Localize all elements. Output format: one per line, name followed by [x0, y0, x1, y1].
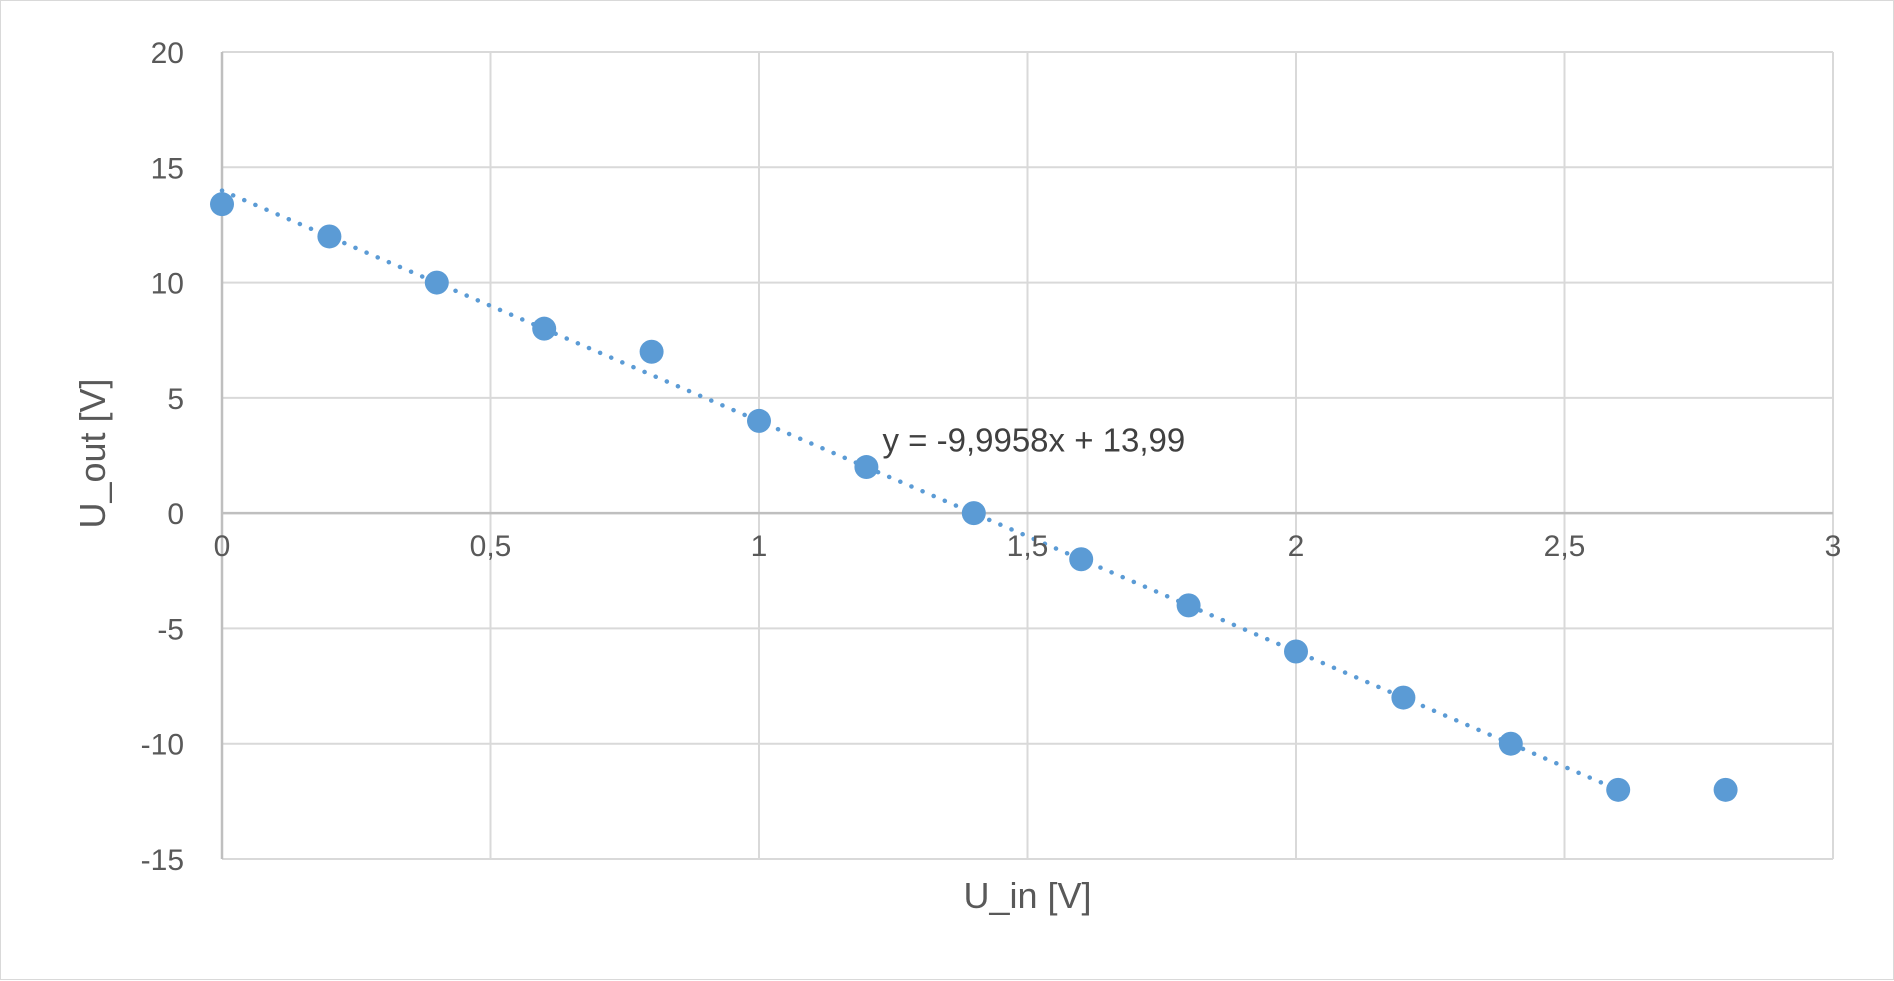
data-point: [1713, 777, 1738, 802]
x-tick-label: 0,5: [470, 530, 512, 563]
data-point: [317, 224, 342, 249]
data-point: [1498, 731, 1523, 756]
y-axis-title: U_out [V]: [72, 378, 113, 528]
data-point: [424, 270, 449, 295]
data-point: [1176, 593, 1201, 618]
x-tick-label: 1: [751, 530, 768, 563]
data-point: [1284, 639, 1308, 664]
axes: [220, 52, 1833, 859]
data-point: [532, 316, 557, 341]
data-points: [210, 192, 1738, 802]
x-tick-label: 2,5: [1544, 530, 1586, 563]
x-axis-title: U_in [V]: [963, 875, 1091, 916]
y-tick-label: 0: [167, 498, 184, 531]
y-tick-label: 5: [167, 383, 184, 416]
trendline-group: [219, 188, 1621, 793]
y-tick-label: -15: [141, 844, 184, 877]
data-point: [639, 339, 664, 364]
data-point: [210, 192, 234, 217]
data-point: [1391, 685, 1416, 710]
x-tick-label: 3: [1825, 530, 1842, 563]
tick-labels: 0 0,5 1 1,5 2 2,5 3 20 15 10 5 0 -5 -10 -15: [141, 37, 1842, 877]
y-tick-label: -10: [141, 729, 184, 762]
trendline: [219, 188, 1621, 793]
x-tick-label: 2: [1288, 530, 1305, 563]
data-point: [1606, 777, 1631, 802]
data-point: [961, 501, 986, 526]
x-tick-label: 1,5: [1007, 530, 1049, 563]
y-tick-label: 15: [151, 152, 184, 185]
data-point: [1069, 547, 1094, 572]
data-point: [747, 408, 771, 433]
trendline-equation: y = -9,9958x + 13,99: [883, 421, 1186, 458]
y-tick-label: 20: [151, 37, 184, 70]
x-tick-label: 0: [214, 530, 231, 563]
y-tick-label: 10: [151, 268, 184, 301]
y-tick-label: -5: [157, 613, 184, 646]
data-point: [854, 455, 879, 480]
